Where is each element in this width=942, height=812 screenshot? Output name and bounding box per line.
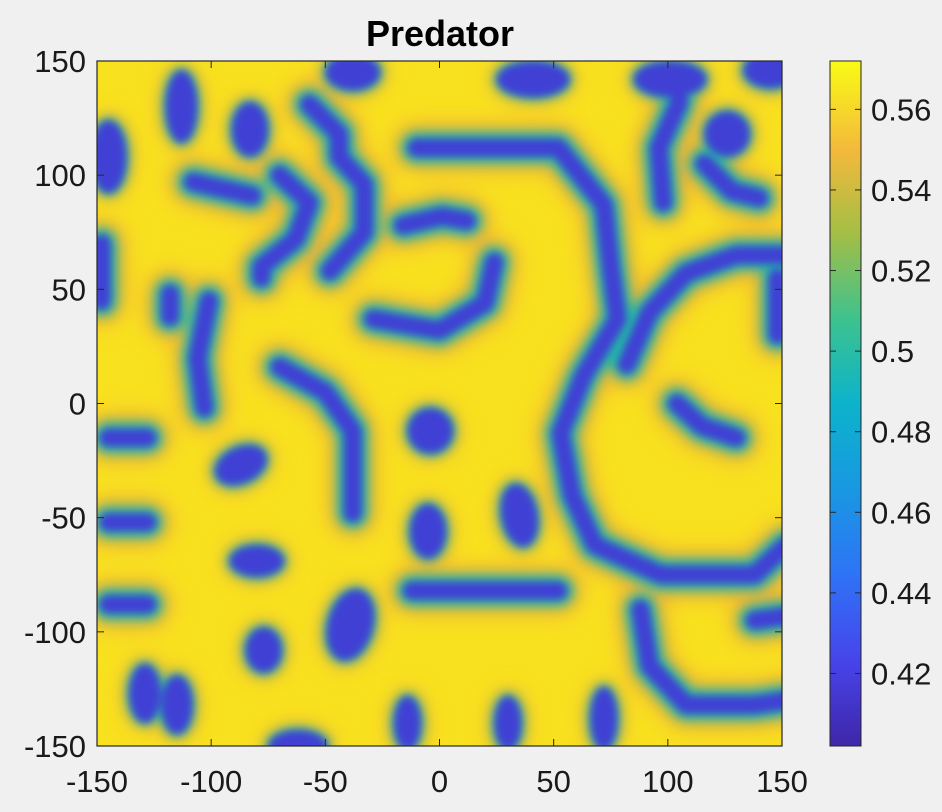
y-tick-label: 0 xyxy=(69,387,86,422)
y-axis-ticks: 150 100 50 0 -50 -100 -150 xyxy=(24,44,782,764)
pattern-spot xyxy=(161,675,193,735)
pattern-spot xyxy=(229,545,284,577)
y-tick-label: -100 xyxy=(24,615,86,650)
x-tick-label: 100 xyxy=(642,764,694,799)
y-tick-label: 150 xyxy=(34,44,86,79)
pattern-stripe xyxy=(183,173,262,205)
pattern-spot xyxy=(634,61,707,98)
x-tick-label: -50 xyxy=(303,764,348,799)
pattern-stripe xyxy=(393,207,476,235)
colorbar-tick-label: 0.48 xyxy=(871,415,931,450)
pattern-spot xyxy=(704,111,750,157)
colorbar-tick-label: 0.52 xyxy=(871,254,931,289)
y-tick-label: -150 xyxy=(24,729,86,764)
x-tick-label: 50 xyxy=(536,764,570,799)
x-tick-label: 0 xyxy=(431,764,448,799)
pattern-spot xyxy=(494,696,522,746)
heatmap-field xyxy=(97,61,782,746)
colorbar-tick-label: 0.42 xyxy=(871,656,931,691)
colorbar-tick-label: 0.44 xyxy=(871,576,931,611)
colorbar-ticks: 0.56 0.54 0.52 0.5 0.48 0.46 0.44 0.42 xyxy=(830,92,931,691)
pattern-stripe xyxy=(667,394,746,447)
pattern-spot xyxy=(245,627,282,673)
y-tick-label: -50 xyxy=(41,501,86,536)
pattern-stripe xyxy=(300,95,374,281)
y-tick-label: 100 xyxy=(34,158,86,193)
pattern-spot xyxy=(394,696,421,746)
pattern-stripe xyxy=(252,166,319,287)
colorbar-tick-label: 0.46 xyxy=(871,495,931,530)
pattern-spot xyxy=(325,61,380,91)
pattern-stripe xyxy=(649,93,689,212)
pattern-spot xyxy=(501,484,538,547)
pattern-spot xyxy=(497,61,570,98)
pattern-stripe xyxy=(745,607,782,630)
pattern-stripe xyxy=(631,600,782,714)
x-axis-ticks: -150 -100 -50 0 50 100 150 xyxy=(66,61,808,799)
pattern-spot xyxy=(268,730,328,746)
y-tick-label: 50 xyxy=(52,272,86,307)
pattern-stripe xyxy=(617,246,782,374)
pattern-spot xyxy=(590,687,618,746)
x-tick-label: -150 xyxy=(66,764,128,799)
x-tick-label: -100 xyxy=(180,764,242,799)
pattern-spot xyxy=(129,664,161,723)
colorbar-tick-label: 0.54 xyxy=(871,173,931,208)
pattern-spot xyxy=(326,589,375,661)
pattern-stripe xyxy=(270,357,362,523)
colorbar xyxy=(829,60,862,747)
pattern-spot xyxy=(97,120,127,193)
colorbar-tick-label: 0.5 xyxy=(871,334,914,369)
x-tick-label: 150 xyxy=(756,764,808,799)
pattern-stripe xyxy=(407,138,782,584)
pattern-spot xyxy=(410,504,446,559)
pattern-spot xyxy=(232,102,268,157)
pattern-spot xyxy=(407,408,453,454)
pattern-stripe xyxy=(364,252,504,340)
pattern-stripe xyxy=(695,154,769,207)
pattern-spot xyxy=(215,445,267,485)
chart-title: Predator xyxy=(366,13,514,54)
pattern-stripe xyxy=(188,291,218,418)
pattern-spot xyxy=(743,61,782,88)
colorbar-tick-label: 0.56 xyxy=(871,92,931,127)
pattern-spot xyxy=(165,70,198,143)
